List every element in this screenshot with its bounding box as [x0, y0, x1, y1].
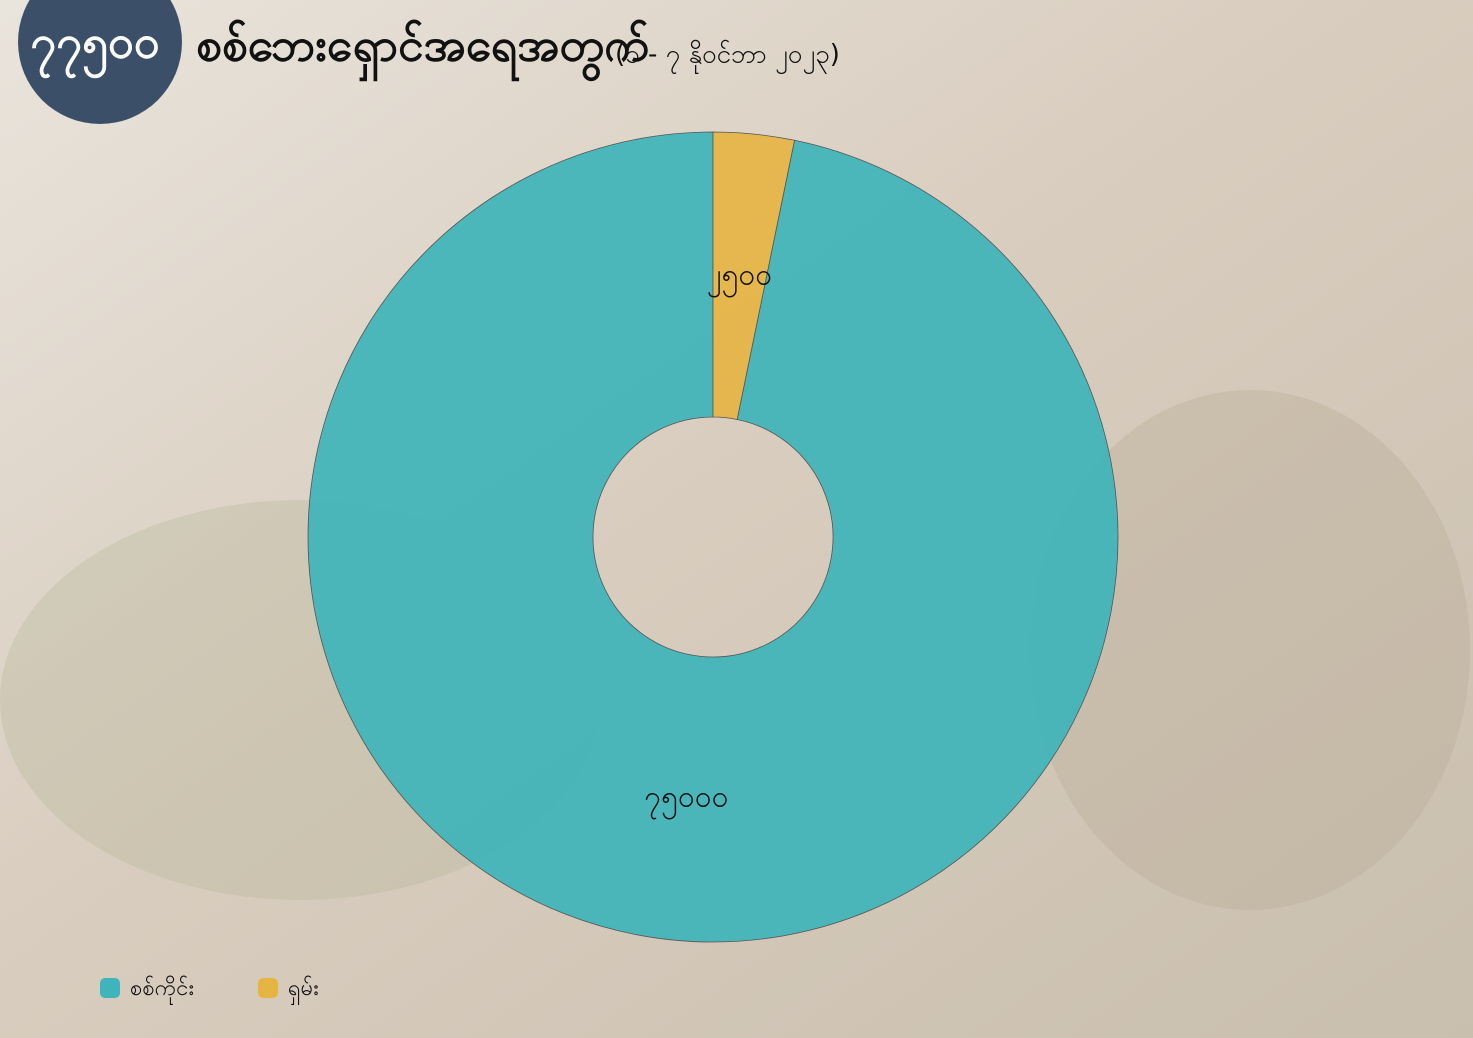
badge: [18, 0, 182, 124]
chart-subtitle: (၁ - ၇ နိုဝင်ဘာ ၂၀၂၃): [615, 39, 840, 75]
legend-label: စစ်ကိုင်း: [130, 975, 194, 1005]
donut-segment: [307, 131, 1119, 943]
data-label: ၇၅၀၀၀: [644, 780, 728, 821]
background-texture: [1030, 390, 1470, 910]
legend-swatch: [258, 978, 278, 998]
legend-swatch: [100, 978, 120, 998]
donut-segment: [712, 131, 795, 420]
data-label: ၂၅၀၀: [707, 257, 772, 298]
legend-label: ရှမ်း: [288, 975, 319, 1006]
